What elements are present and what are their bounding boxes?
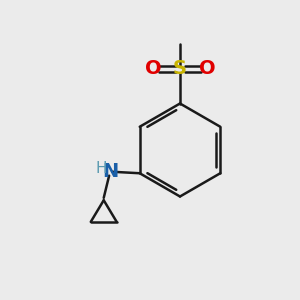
Text: O: O [199, 59, 215, 79]
Text: S: S [173, 59, 187, 79]
Text: H: H [96, 161, 107, 176]
Text: N: N [103, 162, 119, 181]
Text: O: O [145, 59, 161, 79]
